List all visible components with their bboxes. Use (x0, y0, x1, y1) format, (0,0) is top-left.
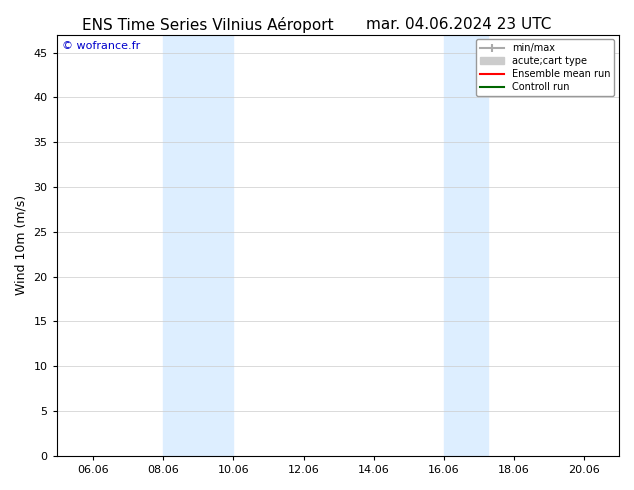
Y-axis label: Wind 10m (m/s): Wind 10m (m/s) (15, 195, 28, 295)
Legend: min/max, acute;cart type, Ensemble mean run, Controll run: min/max, acute;cart type, Ensemble mean … (476, 40, 614, 96)
Bar (164, 35, 233, 456)
Text: ENS Time Series Vilnius Aéroport: ENS Time Series Vilnius Aéroport (82, 17, 334, 33)
Text: © wofrance.fr: © wofrance.fr (62, 41, 141, 51)
Bar (444, 35, 488, 456)
Text: mar. 04.06.2024 23 UTC: mar. 04.06.2024 23 UTC (366, 17, 552, 32)
